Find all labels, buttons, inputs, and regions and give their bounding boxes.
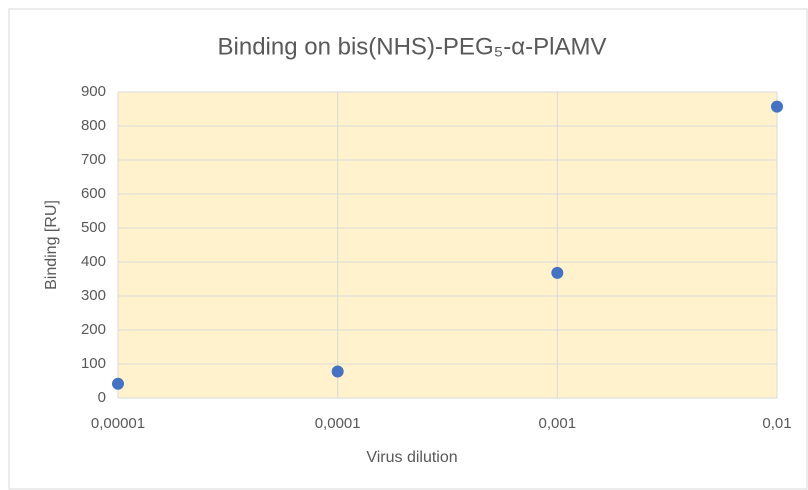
y-tick-label: 900 [81, 83, 106, 100]
y-tick-label: 300 [81, 287, 106, 304]
x-tick-label: 0,00001 [91, 415, 145, 432]
x-axis-title: Virus dilution [366, 449, 457, 466]
y-axis-title: Binding [RU] [43, 200, 60, 290]
x-tick-label: 0,0001 [315, 415, 361, 432]
y-tick-label: 400 [81, 253, 106, 270]
y-tick-label: 800 [81, 117, 106, 134]
point [112, 377, 124, 390]
point [771, 100, 783, 113]
y-tick-label: 500 [81, 219, 106, 236]
y-tick-label: 700 [81, 151, 106, 168]
y-tick-label: 100 [81, 355, 106, 372]
point [331, 365, 344, 378]
y-tick-label: 0 [98, 389, 106, 406]
chart-title: Binding on bis(NHS)-PEG₅-α-PlAMV [218, 33, 607, 60]
x-tick-label: 0,001 [539, 415, 577, 432]
x-tick-label: 0,01 [762, 415, 791, 432]
plot-area [118, 92, 777, 398]
point [551, 266, 564, 279]
y-tick-label: 200 [81, 321, 106, 338]
y-tick-label: 600 [81, 185, 106, 202]
